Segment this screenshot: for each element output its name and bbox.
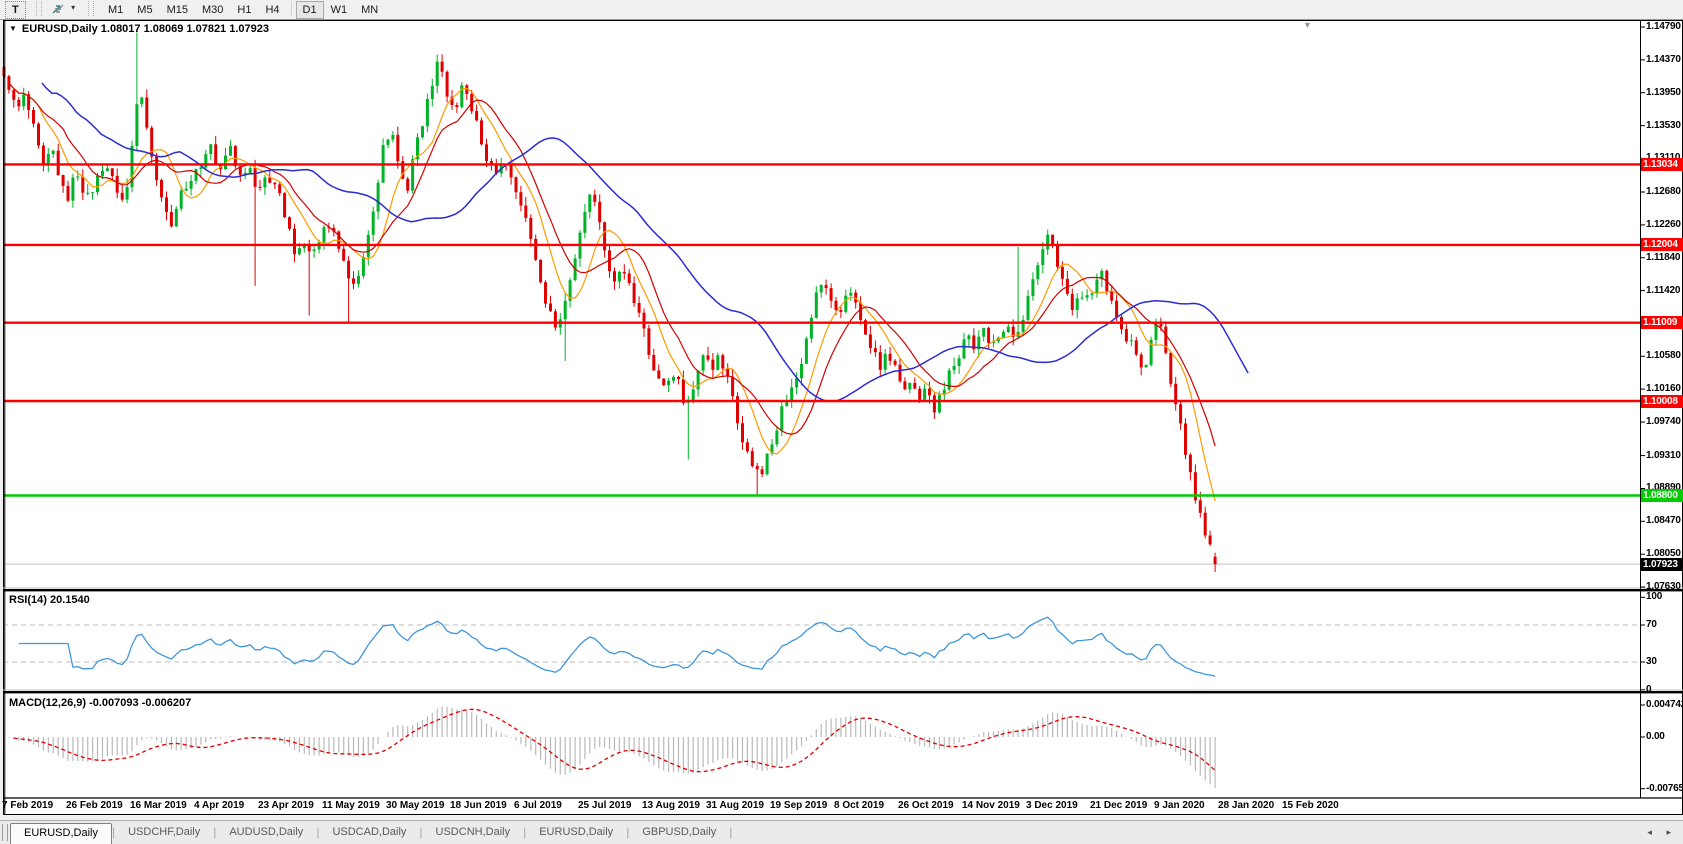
timeframe-button-h1[interactable]: H1 xyxy=(237,4,252,16)
timeframe-button-m1[interactable]: M1 xyxy=(108,4,124,16)
rsi-tick-label: 100 xyxy=(1646,591,1663,603)
macd-tick-label: -0.007656 xyxy=(1646,782,1683,794)
date-tick-label: 4 Apr 2019 xyxy=(194,800,245,811)
price-tick-label: 1.10580 xyxy=(1646,350,1681,362)
timeframe-group: M1 M5 M15 M30 H1 H4 D1 W1 MN xyxy=(101,0,385,19)
timeframe-button-m5[interactable]: M5 xyxy=(137,4,153,16)
collapse-chart-icon[interactable]: ▼ xyxy=(9,24,17,33)
tab-divider: | xyxy=(729,825,733,839)
price-tick-label: 1.09740 xyxy=(1646,415,1681,427)
chart-tab-3-usdcad[interactable]: USDCAD,Daily xyxy=(332,826,407,838)
toolbar-grip[interactable] xyxy=(87,1,94,16)
tab-bar: EURUSD,Daily | USDCHF,Daily | AUDUSD,Daily | U… xyxy=(0,820,1683,844)
tab-divider: | xyxy=(626,825,630,839)
date-tick-label: 28 Jan 2020 xyxy=(1218,800,1275,811)
date-tick-label: 14 Nov 2019 xyxy=(962,800,1020,811)
arrows-dropdown-caret[interactable]: ▾ xyxy=(71,3,76,12)
chart-title: ▼ EURUSD,Daily 1.08017 1.08069 1.07821 1.… xyxy=(9,23,269,35)
timeframe-button-m15[interactable]: M15 xyxy=(166,4,188,16)
date-tick-label: 6 Jul 2019 xyxy=(514,800,562,811)
timeframe-button-mn[interactable]: MN xyxy=(361,4,379,16)
chart-tab-5-eurusd[interactable]: EURUSD,Daily xyxy=(539,826,614,838)
toolbar-separator xyxy=(290,1,292,16)
tab-divider: | xyxy=(523,825,527,839)
chart-tab-6-gbpusd[interactable]: GBPUSD,Daily xyxy=(642,826,717,838)
timeframe-button-w1[interactable]: W1 xyxy=(330,4,348,16)
date-tick-label: 3 Dec 2019 xyxy=(1026,800,1078,811)
date-tick-label: 9 Jan 2020 xyxy=(1154,800,1205,811)
price-line-badge: 1.08800 xyxy=(1641,489,1683,502)
date-tick-label: 26 Oct 2019 xyxy=(898,800,954,811)
price-tick-label: 1.08050 xyxy=(1646,548,1681,560)
date-tick-label: 26 Feb 2019 xyxy=(66,800,123,811)
timeframe-button-d1[interactable]: D1 xyxy=(295,1,324,19)
tab-divider: | xyxy=(111,825,116,839)
chart-tab-1-usdchf[interactable]: USDCHF,Daily xyxy=(128,826,201,838)
price-line-badge: 1.11009 xyxy=(1641,316,1683,330)
tab-scroll-buttons: ◂ ▸ xyxy=(1635,827,1671,838)
price-tick-label: 1.11840 xyxy=(1646,251,1681,263)
price-tick-label: 1.14370 xyxy=(1646,53,1681,65)
tab-scroll-left-icon[interactable]: ◂ xyxy=(1647,827,1652,837)
price-line-badge: 1.12004 xyxy=(1641,238,1683,252)
price-tick-label: 1.10160 xyxy=(1646,383,1681,395)
price-line-badge: 1.10008 xyxy=(1641,394,1683,408)
price-tick-label: 1.14790 xyxy=(1646,21,1681,33)
tab-divider: | xyxy=(316,825,320,839)
chart-tab-4-usdcnh[interactable]: USDCNH,Daily xyxy=(435,826,511,838)
date-tick-label: 18 Jun 2019 xyxy=(450,800,507,811)
tab-scroll-right-icon[interactable]: ▸ xyxy=(1666,827,1671,837)
chart-tab-0-eurusd[interactable]: EURUSD,Daily xyxy=(10,823,112,844)
toolbar: T ▾ M1 M5 M15 M30 H1 H4 D1 W1 MN xyxy=(0,0,1683,19)
macd-tick-label: 0.00 xyxy=(1646,731,1665,742)
macd-indicator-label: MACD(12,26,9) -0.007093 -0.006207 xyxy=(9,697,192,709)
chart-shift-marker-icon[interactable]: ▼ xyxy=(1303,20,1312,30)
date-tick-label: 19 Sep 2019 xyxy=(770,800,828,811)
price-line-badge: 1.13034 xyxy=(1641,157,1683,171)
rsi-tick-label: 30 xyxy=(1646,656,1657,667)
date-tick-label: 15 Feb 2020 xyxy=(1282,800,1339,811)
rsi-tick-label: 70 xyxy=(1646,619,1657,630)
tab-bar-grip[interactable] xyxy=(2,824,8,841)
rsi-indicator-label: RSI(14) 20.1540 xyxy=(9,594,90,606)
tab-divider: | xyxy=(213,825,217,839)
rsi-tick-label: 0 xyxy=(1646,683,1652,695)
price-tick-label: 1.09310 xyxy=(1646,449,1681,461)
price-tick-label: 1.13950 xyxy=(1646,86,1681,98)
price-tick-label: 1.12680 xyxy=(1646,186,1681,198)
price-tick-label: 1.08890 xyxy=(1646,482,1681,494)
price-tick-label: 1.12260 xyxy=(1646,218,1681,230)
timeframe-button-m30[interactable]: M30 xyxy=(201,4,224,16)
date-tick-label: 8 Oct 2019 xyxy=(834,800,885,811)
toolbar-grip[interactable] xyxy=(36,1,43,16)
chart-tab-2-audusd[interactable]: AUDUSD,Daily xyxy=(229,826,304,838)
date-tick-label: 16 Mar 2019 xyxy=(130,800,187,811)
price-tick-label: 1.13530 xyxy=(1646,119,1681,131)
arrows-tool-button[interactable] xyxy=(50,2,66,21)
macd-tick-label: 0.004742 xyxy=(1646,699,1683,710)
tab-divider: | xyxy=(419,825,423,839)
date-tick-label: 23 Apr 2019 xyxy=(258,800,314,811)
price-tick-label: 1.08470 xyxy=(1646,515,1681,527)
current-price-badge: 1.07923 xyxy=(1641,557,1683,571)
chart-title-text: EURUSD,Daily 1.08017 1.08069 1.07821 1.0… xyxy=(21,23,269,35)
date-tick-label: 30 May 2019 xyxy=(386,800,445,811)
tabs-container: EURUSD,Daily | USDCHF,Daily | AUDUSD,Daily | U… xyxy=(10,821,732,844)
date-tick-label: 25 Jul 2019 xyxy=(578,800,632,811)
date-tick-label: 21 Dec 2019 xyxy=(1090,800,1148,811)
date-tick-label: 11 May 2019 xyxy=(322,800,380,811)
date-tick-label: 7 Feb 2019 xyxy=(2,800,54,811)
timeframe-button-h4[interactable]: H4 xyxy=(265,4,280,16)
date-tick-label: 13 Aug 2019 xyxy=(642,800,700,811)
arrows-icon xyxy=(52,4,64,14)
text-tool-button[interactable]: T xyxy=(5,1,26,19)
price-tick-label: 1.07630 xyxy=(1646,581,1681,592)
price-tick-label: 1.11420 xyxy=(1646,284,1681,296)
date-tick-label: 31 Aug 2019 xyxy=(706,800,764,811)
